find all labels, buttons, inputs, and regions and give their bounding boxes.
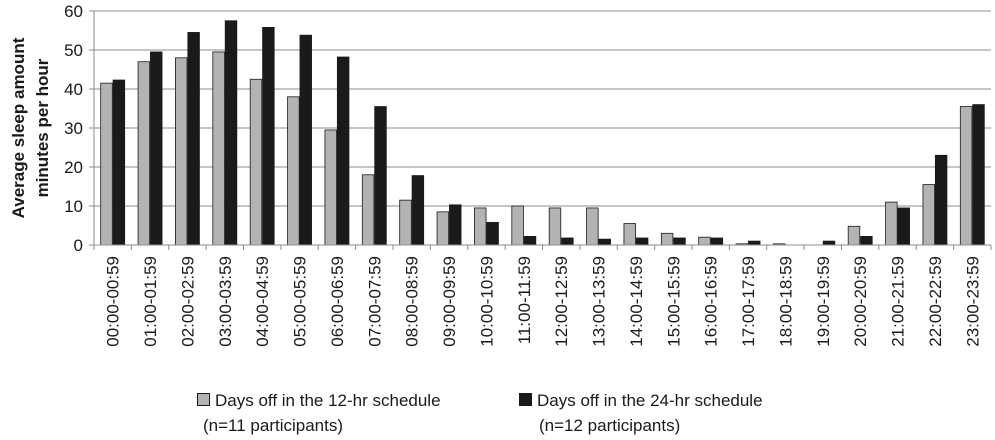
bar [212,51,225,246]
bar [934,154,948,246]
axes [89,10,992,250]
y-tick-label: 30 [64,119,83,138]
bar [710,237,724,246]
bar [411,175,425,246]
y-tick-label: 60 [64,2,83,21]
y-tick-label: 0 [74,236,83,255]
y-tick-label: 40 [64,80,83,99]
bar [299,34,312,246]
bar [374,106,387,246]
bar [959,106,973,246]
bar [698,236,711,246]
bar [548,207,562,246]
x-tick-label: 20:00-20:59 [851,256,870,347]
y-tick-label: 20 [64,158,83,177]
x-tick-label: 13:00-13:59 [590,256,609,347]
x-tick-label: 09:00-09:59 [440,256,459,347]
bar [324,129,337,246]
bar [586,207,599,246]
bar [972,104,985,246]
x-tick-label: 12:00-12:59 [552,256,571,347]
legend-note-24hr: (n=12 participants) [539,416,681,435]
gridlines [94,10,991,246]
x-tick-label: 01:00-01:59 [141,256,160,347]
bar [175,57,188,246]
legend-item-12hr: Days off in the 12-hr schedule (n=11 par… [197,388,441,438]
bar [262,26,275,246]
x-tick-label: 02:00-02:59 [178,256,197,347]
legend-label-12hr: Days off in the 12-hr schedule [215,391,441,410]
bar [673,237,686,246]
bar [660,232,674,246]
bar [847,225,861,246]
bar [187,32,200,246]
x-tick-label: 08:00-08:59 [403,256,422,347]
bar [112,79,126,246]
x-tick-label: 00:00-00:59 [104,256,123,347]
x-tick-label: 05:00-05:59 [291,256,310,347]
bars [100,20,985,246]
x-tick-label: 18:00-18:59 [776,256,795,347]
bar [822,240,836,246]
bar [287,96,300,246]
bar [523,236,537,246]
x-tick-label: 11:00-11:59 [515,256,534,344]
bar [399,199,412,246]
bar [623,223,636,246]
bar [635,237,649,246]
x-tick-label: 17:00-17:59 [739,256,758,347]
y-tick-labels: 0 10 20 30 40 50 60 [64,2,83,255]
x-tick-label: 10:00-10:59 [477,256,496,347]
bar [249,78,263,246]
x-tick-label: 14:00-14:59 [627,256,646,347]
bar [150,51,163,246]
bar [897,207,910,246]
x-tick-label: 04:00-04:59 [253,256,272,347]
x-tick-label: 07:00-07:59 [365,256,384,347]
legend-swatch-12hr [197,393,210,406]
bar [748,240,761,246]
bar [361,174,375,246]
bar-chart: 0 10 20 30 40 50 60 00:00-00:59 01:00-01:59 02:0… [9,2,992,347]
legend-note-12hr: (n=11 participants) [203,416,344,435]
bar [922,184,935,246]
y-tick-label: 10 [64,197,83,216]
bar [511,205,524,246]
legend-label-24hr: Days off in the 24-hr schedule [537,391,763,410]
y-axis-label-line-1: Average sleep amount [9,37,28,218]
bar [224,20,238,246]
x-tick-label: 23:00-23:59 [963,256,982,347]
x-tick-label: 22:00-22:59 [926,256,945,347]
y-axis-label-line-2: minutes per hour [33,58,52,197]
x-tick-label: 15:00-15:59 [664,256,683,347]
bar [598,238,611,246]
x-tick-label: 21:00-21:59 [889,256,908,347]
bar [137,61,151,246]
x-tick-label: 19:00-19:59 [814,256,833,347]
bar [336,56,350,246]
legend-swatch-24hr [519,393,532,406]
bar [449,204,462,246]
x-tick-label: 16:00-16:59 [702,256,721,347]
bar [486,221,499,246]
x-tick-label: 06:00-06:59 [328,256,347,347]
bar [561,237,574,246]
x-tick-label: 03:00-03:59 [216,256,235,347]
y-tick-label: 50 [64,41,83,60]
bar [860,236,873,246]
bar [100,82,113,246]
bar [885,201,898,246]
x-tick-labels: 00:00-00:59 01:00-01:59 02:00-02:59 03:00-0… [104,256,983,347]
bar [436,211,450,246]
legend-item-24hr: Days off in the 24-hr schedule (n=12 par… [519,388,763,438]
bar [474,207,487,246]
